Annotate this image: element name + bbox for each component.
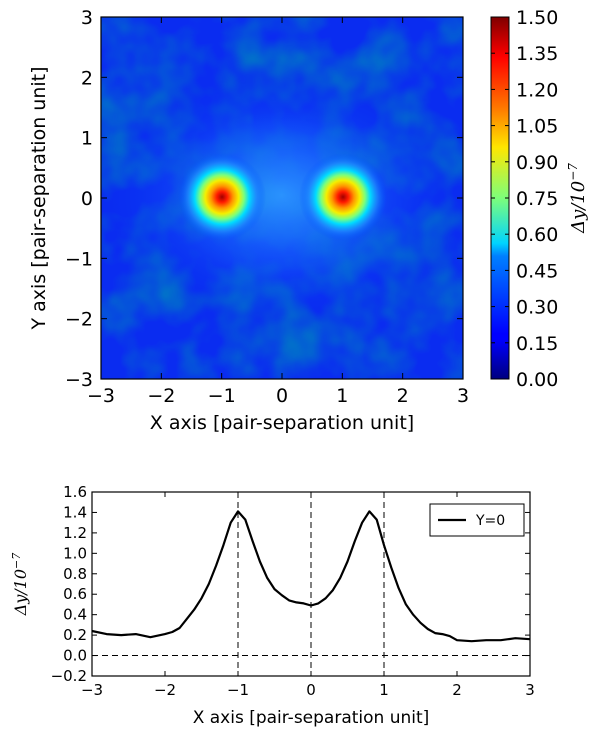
line-series-y0 <box>91 510 531 643</box>
line-xlabel: X axis [pair-separation unit] <box>193 708 430 728</box>
line-ytick-label: 1.0 <box>63 544 87 562</box>
colorbar-tick-label: 0.45 <box>516 260 558 282</box>
heatmap-xtick-label: 3 <box>457 385 469 407</box>
line-ytick-label: 0.8 <box>63 565 87 583</box>
line-ytick-label: 0.6 <box>63 585 87 603</box>
colorbar-tick-label: 1.50 <box>516 7 558 29</box>
heatmap-xtick-label: −1 <box>208 385 236 407</box>
line-ytick-label: 1.6 <box>63 483 87 501</box>
colorbar-tick-label: 0.75 <box>516 188 558 210</box>
line-ylabel-main: Δy/10 <box>11 569 30 616</box>
line-ylabel: Δy/10−7 <box>10 553 30 617</box>
line-series <box>91 510 531 643</box>
colorbar-tick-label: 0.90 <box>516 152 558 174</box>
heatmap-ytick-label: 1 <box>81 128 93 150</box>
legend: Y=0 <box>429 503 525 537</box>
heatmap-ytick-label: 0 <box>81 188 93 210</box>
line-xtick-label: 2 <box>452 681 462 699</box>
heatmap-xtick-label: 1 <box>336 385 348 407</box>
colorbar-label-main: Δy/10 <box>568 181 589 234</box>
line-ytick-label: 1.2 <box>63 524 87 542</box>
line-ticks: −3 −2 −1 0 1 2 3 −0.2 0.0 0.2 0.4 0.6 0.8 1.0 1.2 1.4 1.… <box>51 483 535 699</box>
heatmap-xlabel: X axis [pair-separation unit] <box>150 412 414 434</box>
colorbar: 0.00 0.15 0.30 0.45 0.60 0.75 0.90 1.05 1.20 1.35… <box>490 7 589 391</box>
colorbar-tick-label: 0.15 <box>516 333 558 355</box>
colorbar-tick-label: 0.60 <box>516 224 558 246</box>
line-xtick-label: 1 <box>379 681 389 699</box>
line-ylabel-exp: −7 <box>10 553 23 569</box>
heatmap-ytick-label: 2 <box>81 67 93 89</box>
colorbar-label: Δy/10−7 <box>566 163 589 234</box>
colorbar-tick-label: 0.00 <box>516 369 558 391</box>
line-ytick-label: −0.2 <box>51 667 87 685</box>
line-panel: −3 −2 −1 0 1 2 3 −0.2 0.0 0.2 0.4 0.6 0.8 1.0 1.2 1.4 1.… <box>10 483 535 728</box>
heatmap-ticks: −3 −2 −1 0 1 2 3 −3 −2 −1 0 1 2 3 <box>65 7 469 407</box>
heatmap-xtick-label: −2 <box>147 385 175 407</box>
line-guides <box>92 492 530 676</box>
line-xtick-label: 0 <box>306 681 316 699</box>
colorbar-tick-label: 0.30 <box>516 297 558 319</box>
line-ytick-label: 1.4 <box>63 503 87 521</box>
heatmap-xtick-label: −3 <box>87 385 115 407</box>
line-xtick-label: 3 <box>525 681 535 699</box>
heatmap-ylabel: Y axis [pair-separation unit] <box>28 66 50 330</box>
heatmap-peak-right <box>299 153 387 241</box>
colorbar-tick-label: 1.20 <box>516 79 558 101</box>
line-ytick-label: 0.2 <box>63 626 87 644</box>
colorbar-tick-label: 1.35 <box>516 43 558 65</box>
legend-label: Y=0 <box>475 513 505 529</box>
heatmap-ytick-label: −1 <box>65 248 93 270</box>
heatmap-ytick-label: 3 <box>81 7 93 29</box>
heatmap-peak-left <box>178 153 266 241</box>
colorbar-ticks: 0.00 0.15 0.30 0.45 0.60 0.75 0.90 1.05 1.20 1.35… <box>491 7 558 391</box>
line-ytick-label: 0.0 <box>63 647 87 665</box>
heatmap-ytick-label: −2 <box>65 309 93 331</box>
colorbar-tick-label: 1.05 <box>516 116 558 138</box>
heatmap-xtick-label: 0 <box>276 385 288 407</box>
line-xtick-label: −1 <box>227 681 249 699</box>
colorbar-label-exp: −7 <box>566 163 580 181</box>
line-xtick-label: −2 <box>154 681 176 699</box>
line-xtick-label: −3 <box>81 681 103 699</box>
heatmap-xtick-label: 2 <box>397 385 409 407</box>
heatmap-halo <box>107 77 457 317</box>
line-ytick-label: 0.4 <box>63 606 87 624</box>
heatmap-panel: −3 −2 −1 0 1 2 3 −3 −2 −1 0 1 2 3 X axis [pair-separa… <box>28 7 469 434</box>
heatmap-ytick-label: −3 <box>65 369 93 391</box>
